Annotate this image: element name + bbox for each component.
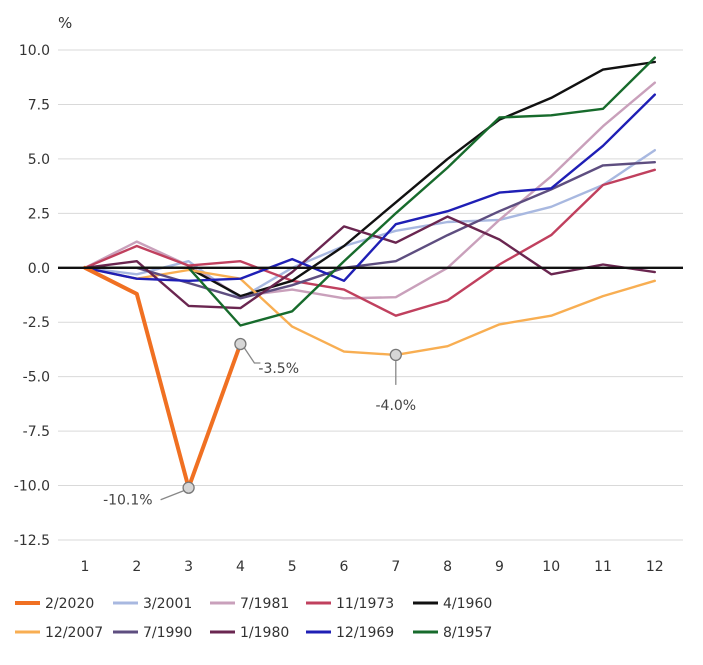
y-tick-label: 5.0 <box>28 152 50 168</box>
y-tick-label: -7.5 <box>23 424 50 440</box>
gridlines <box>58 49 683 541</box>
x-tick-label: 9 <box>495 559 504 575</box>
x-tick-label: 1 <box>81 559 90 575</box>
y-tick-label: 0.0 <box>28 261 50 277</box>
legend-label: 7/1990 <box>143 625 192 641</box>
annotation-label: -10.1% <box>103 493 153 509</box>
legend-item: 3/2001 <box>113 596 192 612</box>
x-tick-label: 5 <box>288 559 297 575</box>
legend-label: 7/1981 <box>240 596 289 612</box>
series-line <box>83 160 656 300</box>
annotation-label: -4.0% <box>375 398 416 414</box>
series-line <box>83 93 656 282</box>
x-tick-label: 12 <box>646 559 664 575</box>
x-tick-label: 8 <box>443 559 452 575</box>
legend-item: 1/1980 <box>210 625 289 641</box>
x-tick-label: 4 <box>236 559 245 575</box>
legend-label: 12/1969 <box>336 625 394 641</box>
annotation-label: -3.5% <box>258 361 299 377</box>
x-tick-label: 7 <box>391 559 400 575</box>
legend-item: 7/1990 <box>113 625 192 641</box>
legend-label: 12/2007 <box>45 625 103 641</box>
y-tick-label: -5.0 <box>23 370 50 386</box>
legend-item: 12/2007 <box>15 625 103 641</box>
annotation-marker <box>182 481 195 494</box>
x-tick-label: 2 <box>132 559 141 575</box>
y-tick-label: -10.0 <box>14 479 50 495</box>
legend-item: 12/1969 <box>306 625 394 641</box>
y-tick-label: 2.5 <box>28 206 50 222</box>
y-tick-label: 7.5 <box>28 97 50 113</box>
y-axis-unit-label: % <box>58 14 72 32</box>
legend-item: 8/1957 <box>413 625 492 641</box>
series-line <box>83 60 656 298</box>
series-line <box>83 168 656 317</box>
series-line <box>83 215 656 310</box>
annotation-marker <box>389 348 402 362</box>
legend-item: 2/2020 <box>15 596 94 612</box>
annotation-leader <box>160 490 184 501</box>
legend-label: 3/2001 <box>143 596 192 612</box>
legend-label: 11/1973 <box>336 596 394 612</box>
series-lines <box>83 56 656 490</box>
y-axis-ticks: 10.0 7.5 5.0 2.5 0.0 -2.5 -5.0 -7.5 -10.0 -12.5 <box>14 43 50 549</box>
x-tick-label: 3 <box>184 559 193 575</box>
legend-label: 4/1960 <box>443 596 492 612</box>
annotations: -10.1% -3.5% -4.0% <box>103 337 416 509</box>
legend-label: 1/1980 <box>240 625 289 641</box>
annotation-marker <box>234 337 247 351</box>
annotation-leader <box>243 347 261 364</box>
legend: 2/2020 3/2001 7/1981 11/1973 4/1960 12/2007 7/… <box>15 596 492 641</box>
x-tick-label: 6 <box>340 559 349 575</box>
legend-item: 11/1973 <box>306 596 394 612</box>
series-line <box>83 265 243 490</box>
y-tick-label: -12.5 <box>14 533 50 549</box>
x-tick-label: 11 <box>594 559 612 575</box>
legend-label: 8/1957 <box>443 625 492 641</box>
x-axis-ticks: 1 2 3 4 5 6 7 8 9 10 11 12 <box>81 559 664 575</box>
y-tick-label: 10.0 <box>19 43 50 59</box>
x-tick-label: 10 <box>542 559 560 575</box>
legend-item: 4/1960 <box>413 596 492 612</box>
series-line <box>83 266 656 357</box>
legend-item: 7/1981 <box>210 596 289 612</box>
legend-label: 2/2020 <box>45 596 94 612</box>
y-tick-label: -2.5 <box>23 315 50 331</box>
series-line <box>83 56 656 327</box>
